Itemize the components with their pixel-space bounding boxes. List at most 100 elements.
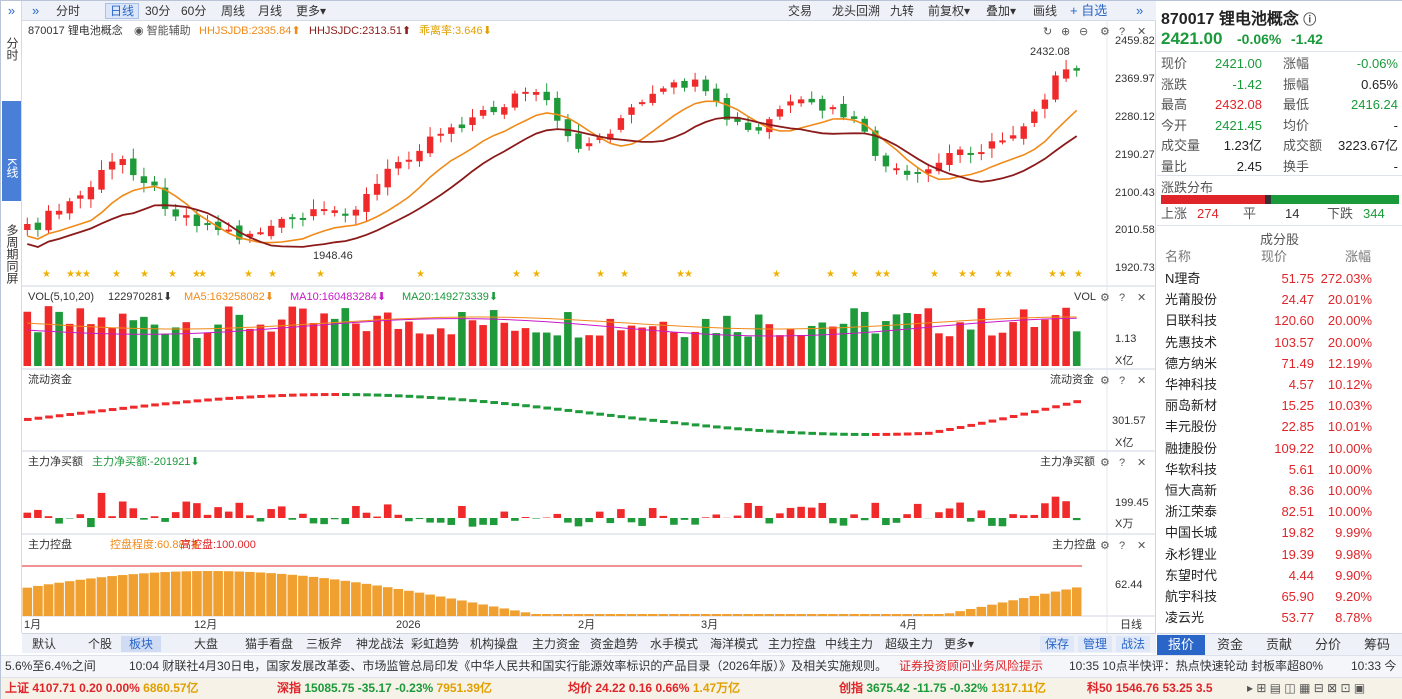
component-row[interactable]: 德方纳米 71.49 12.19% xyxy=(1157,353,1402,374)
index-quote[interactable]: 均价 24.22 0.16 0.66% 1.47万亿 xyxy=(568,678,740,699)
news-main[interactable]: 10:04 财联社4月30日电，国家发展改革委、市场监管总局印发《中华人民共和国… xyxy=(129,659,888,673)
index-amount: 6860.57亿 xyxy=(143,681,199,695)
ctrl-bar xyxy=(563,614,573,616)
sidebar-tab-multi-period[interactable]: 多周期同屏 xyxy=(5,223,19,284)
component-row[interactable]: 中国长城 19.82 9.99% xyxy=(1157,522,1402,543)
quote-tab[interactable]: 分价 xyxy=(1314,637,1341,652)
index-quote[interactable]: 创指 3675.42 -11.75 -0.32% 1317.11亿 xyxy=(839,678,1046,699)
leader-review-button[interactable]: 龙头回溯 xyxy=(832,4,881,18)
component-row[interactable]: 丽岛新材 15.25 10.03% xyxy=(1157,395,1402,416)
indicator-tab[interactable]: 中线主力 xyxy=(824,637,873,651)
indicator-tab[interactable]: 主力控盘 xyxy=(767,637,816,651)
info-icon[interactable]: ⓘ xyxy=(1303,12,1317,27)
settings-icon[interactable]: ⚙ xyxy=(1100,457,1110,469)
indicator-tab[interactable]: 猫手看盘 xyxy=(244,637,293,651)
index-quote[interactable]: 科50 1546.76 53.25 3.5 xyxy=(1087,678,1213,699)
chart-area[interactable]: ★ ★ ★ ★ ★ ★ ★ ★ ★ ★ ★ ★ ★ ★ ★ ★ ★ ★ ★ ★ ★ ★ ★ ★ ★ ★ ★ ★ ★ ★ ★ ★ 870017 … xyxy=(22,21,1156,633)
zoom-out-icon[interactable]: ⊖ xyxy=(1079,26,1089,38)
indicator-tab[interactable]: 机构操盘 xyxy=(469,637,518,651)
quote-tab[interactable]: 贡献 xyxy=(1265,637,1292,652)
overlay-dropdown[interactable]: 叠加▾ xyxy=(986,4,1017,18)
tab-60min[interactable]: 60分 xyxy=(181,4,207,18)
settings-icon[interactable]: ⚙ xyxy=(1100,540,1110,552)
panel-action-button[interactable]: 战法 xyxy=(1116,636,1150,652)
kline-chart-svg[interactable]: ★ ★ ★ ★ ★ ★ ★ ★★ ★ ★ ★ ★ ★ ★ ★ ★ ★ ★ ★ ★ ★ ★ ★ ★ ★ ★ ★ ★ ★ ★ ★ xyxy=(22,21,1156,633)
settings-icon[interactable]: ⚙ xyxy=(1100,375,1110,387)
indicator-tab[interactable]: 大盘 xyxy=(193,637,218,651)
indicator-tab[interactable]: 彩虹趋势 xyxy=(410,637,459,651)
sidebar-tab-fenshi[interactable]: 分时 xyxy=(5,37,19,61)
smart-assist-toggle[interactable]: ◉ 智能辅助 xyxy=(134,25,191,37)
nine-turn-button[interactable]: 九转 xyxy=(890,4,915,18)
adjust-dropdown[interactable]: 前复权▾ xyxy=(928,4,971,18)
draw-line-button[interactable]: 画线 xyxy=(1033,4,1058,18)
help-icon[interactable]: ? xyxy=(1119,375,1126,387)
panel-action-button[interactable]: 管理 xyxy=(1078,636,1112,652)
collapse-icon[interactable]: » xyxy=(7,3,16,18)
zoom-in-icon[interactable]: ⊕ xyxy=(1061,26,1071,38)
component-row[interactable]: 丰元股份 22.85 10.01% xyxy=(1157,416,1402,437)
indicator-tab[interactable]: 超级主力 xyxy=(884,637,933,651)
sidebar-tab-kline[interactable]: K线 xyxy=(2,101,21,201)
news-left[interactable]: 5.6%至6.4%之间 xyxy=(5,659,96,673)
indicator-tab[interactable]: 默认 xyxy=(31,637,56,651)
candle-body xyxy=(352,209,360,216)
settings-icon[interactable]: ⚙ xyxy=(1100,26,1110,38)
tab-weekly[interactable]: 周线 xyxy=(221,4,246,18)
component-row[interactable]: 先惠技术 103.57 20.00% xyxy=(1157,332,1402,353)
close-icon[interactable]: ✕ xyxy=(1137,457,1147,469)
quote-tab[interactable]: 资金 xyxy=(1216,637,1243,652)
tab-30min[interactable]: 30分 xyxy=(145,4,171,18)
component-row[interactable]: N理奇 51.75 272.03% xyxy=(1157,268,1402,289)
component-row[interactable]: 永杉锂业 19.39 9.98% xyxy=(1157,544,1402,565)
trade-button[interactable]: 交易 xyxy=(788,4,813,18)
help-icon[interactable]: ? xyxy=(1119,540,1126,552)
news-right[interactable]: 10:35 10点半快评：热点快速轮动 封板率超80% xyxy=(1069,659,1324,673)
indicator-tab[interactable]: 神龙战法 xyxy=(355,637,404,651)
close-icon[interactable]: ✕ xyxy=(1137,26,1147,38)
indicator-tab[interactable]: 个股 xyxy=(87,637,112,651)
component-row[interactable]: 华神科技 4.57 10.12% xyxy=(1157,374,1402,395)
expand-left-icon[interactable]: » xyxy=(32,3,40,18)
component-row[interactable]: 日联科技 120.60 20.00% xyxy=(1157,310,1402,331)
indicator-tab[interactable]: 板块 xyxy=(121,636,161,652)
net-bar xyxy=(818,502,827,518)
settings-icon[interactable]: ⚙ xyxy=(1100,292,1110,304)
component-row[interactable]: 光莆股份 24.47 20.01% xyxy=(1157,289,1402,310)
component-row[interactable]: 浙江荣泰 82.51 10.00% xyxy=(1157,501,1402,522)
indicator-tab[interactable]: 水手模式 xyxy=(649,637,698,651)
indicator-tab[interactable]: 三板斧 xyxy=(305,637,342,651)
close-icon[interactable]: ✕ xyxy=(1137,292,1147,304)
expand-right-icon[interactable]: » xyxy=(1136,3,1144,18)
indicator-tab[interactable]: 主力资金 xyxy=(531,637,580,651)
indicator-tab[interactable]: 更多▾ xyxy=(943,637,975,651)
refresh-icon[interactable]: ↻ xyxy=(1043,26,1053,38)
index-quote[interactable]: 上证 4107.71 0.20 0.00% 6860.57亿 xyxy=(5,678,199,699)
index-quote[interactable]: 深指 15085.75 -35.17 -0.23% 7951.39亿 xyxy=(277,678,492,699)
tab-daily[interactable]: 日线 xyxy=(105,3,140,19)
help-icon[interactable]: ? xyxy=(1119,26,1126,38)
component-row[interactable]: 华软科技 5.61 10.00% xyxy=(1157,459,1402,480)
more-menu[interactable]: 更多▾ xyxy=(296,4,327,18)
indicator-tab[interactable]: 海洋模式 xyxy=(709,637,758,651)
tab-fenshi[interactable]: 分时 xyxy=(56,4,81,18)
help-icon[interactable]: ? xyxy=(1119,457,1126,469)
quote-change: -1.42 xyxy=(1291,31,1323,47)
tab-monthly[interactable]: 月线 xyxy=(258,4,283,18)
component-row[interactable]: 融捷股份 109.22 10.00% xyxy=(1157,438,1402,459)
period-label[interactable]: 日线 xyxy=(1120,619,1142,631)
component-row[interactable]: 东望时代 4.44 9.90% xyxy=(1157,565,1402,586)
add-watchlist-button[interactable]: + 自选 xyxy=(1070,3,1108,18)
quote-tab[interactable]: 报价 xyxy=(1157,635,1205,655)
panel-action-button[interactable]: 保存 xyxy=(1040,636,1074,652)
help-icon[interactable]: ? xyxy=(1119,292,1126,304)
component-row[interactable]: 恒大高新 8.36 10.00% xyxy=(1157,480,1402,501)
quote-tab[interactable]: 筹码 xyxy=(1363,637,1390,652)
component-row[interactable]: 航宇科技 65.90 9.20% xyxy=(1157,586,1402,607)
indicator-tab[interactable]: 资金趋势 xyxy=(589,637,638,651)
close-icon[interactable]: ✕ xyxy=(1137,375,1147,387)
component-row[interactable]: 凌云光 53.77 8.78% xyxy=(1157,607,1402,628)
close-icon[interactable]: ✕ xyxy=(1137,540,1147,552)
risk-notice-link[interactable]: 证券投资顾问业务风险提示 xyxy=(899,659,1044,673)
status-icons[interactable]: ▸ ⊞ ▤ ◫ ▦ ⊟ ⊠ ⊡ ▣ xyxy=(1247,681,1366,695)
